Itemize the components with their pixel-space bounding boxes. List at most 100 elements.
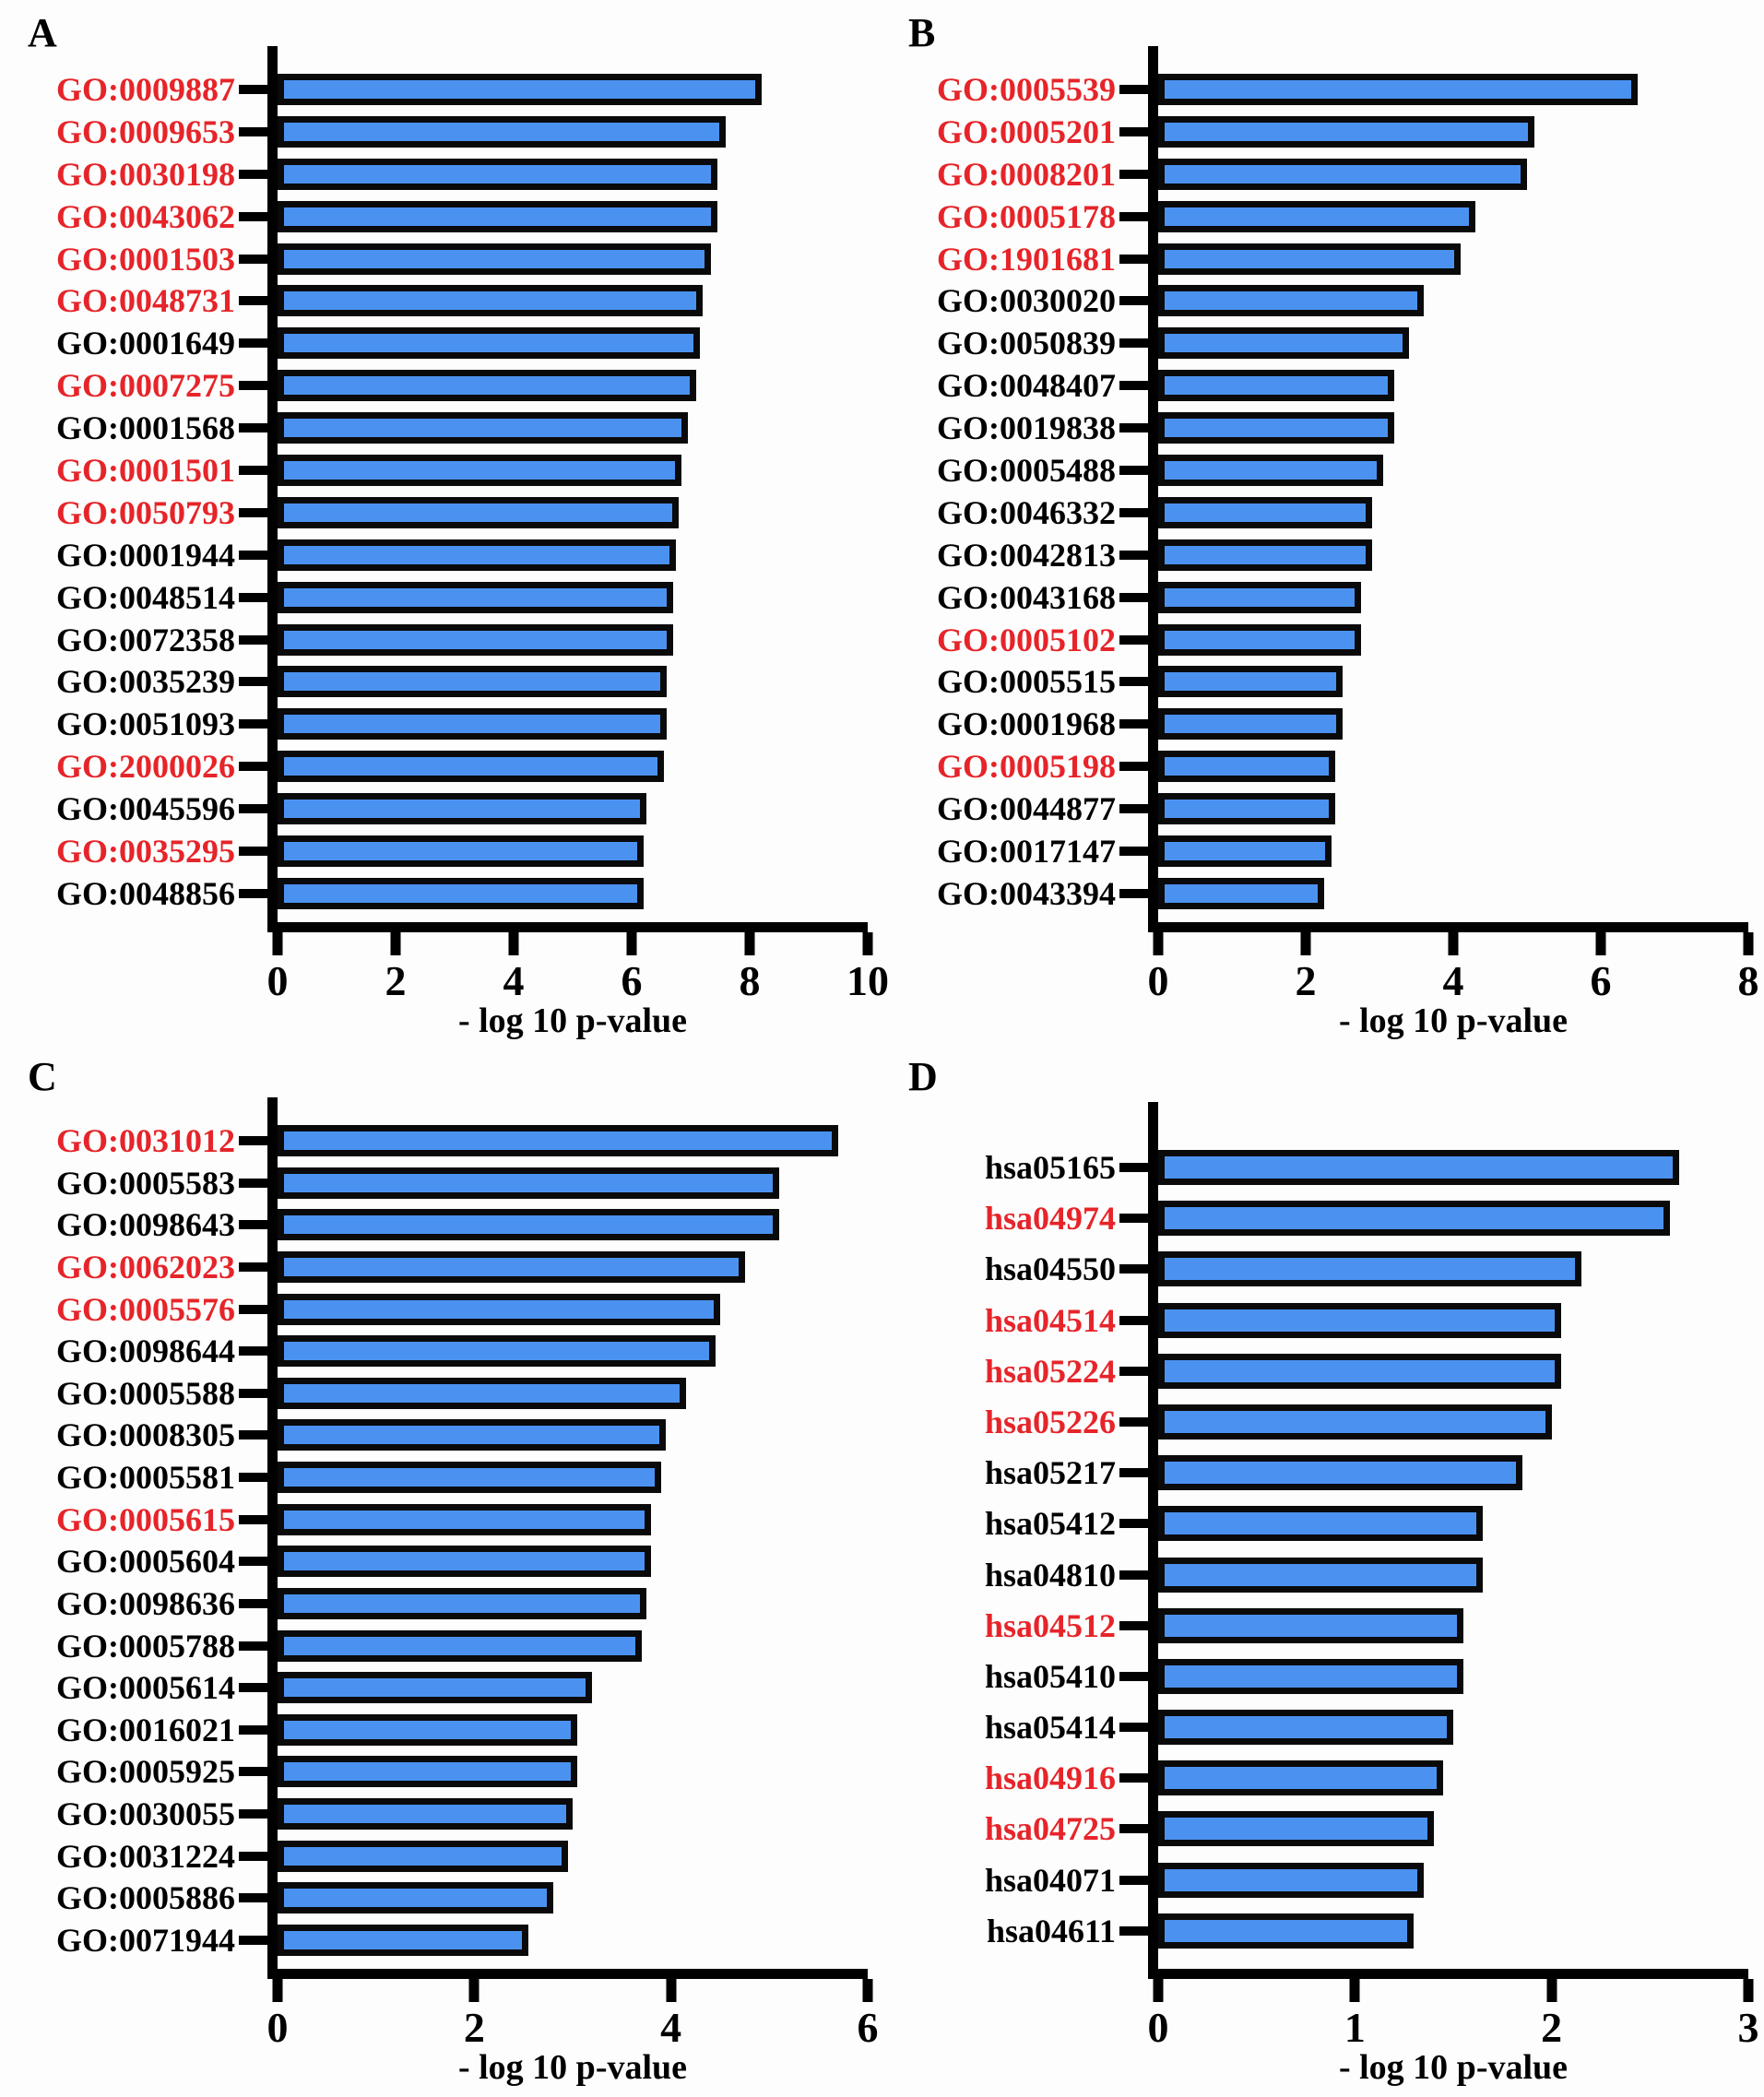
category-label: GO:0050793 (56, 493, 235, 531)
category-label: hsa04916 (984, 1759, 1116, 1797)
x-axis-ticks: 0 2 4 6 (267, 1979, 879, 2085)
y-tick-mark (239, 381, 278, 391)
bar-row: GO:0035239 (56, 665, 868, 698)
bar (278, 708, 668, 740)
y-tick-mark (239, 1346, 278, 1357)
bar (1158, 327, 1409, 360)
bar (278, 1125, 838, 1156)
x-tick-mark (1546, 1979, 1557, 2002)
bar (1158, 1658, 1463, 1694)
bar-row: hsa05165 (985, 1150, 1748, 1185)
category-label: GO:0005539 (937, 71, 1116, 108)
bar (278, 1546, 652, 1578)
category-label: GO:0071944 (56, 1921, 235, 1959)
x-tick-mark (508, 932, 519, 955)
category-label: hsa05412 (984, 1505, 1116, 1543)
bar-row: GO:0031224 (56, 1840, 868, 1873)
category-label: hsa04512 (984, 1606, 1116, 1644)
category-label: hsa04550 (984, 1250, 1116, 1288)
bar-row: GO:0050839 (937, 326, 1748, 360)
category-label: GO:0019838 (937, 409, 1116, 447)
x-tick-mark (862, 1979, 873, 2002)
x-axis-ticks: 0 2 4 6 8 (1148, 932, 1759, 1038)
y-tick-mark (1119, 254, 1158, 264)
category-label: GO:0005576 (56, 1290, 235, 1328)
y-tick-mark (1119, 847, 1158, 857)
y-tick-mark (239, 634, 278, 645)
y-tick-mark (1119, 423, 1158, 433)
y-tick-mark (1119, 1620, 1158, 1630)
panel-letter-a: A (28, 10, 57, 55)
category-label: GO:0001568 (56, 409, 235, 447)
category-label: GO:0005604 (56, 1543, 235, 1581)
bar-row: GO:0017147 (937, 835, 1748, 868)
bar-row: GO:0098636 (56, 1587, 868, 1620)
x-tick-label: 8 (1737, 957, 1759, 1004)
bar-row: GO:0048407 (937, 369, 1748, 402)
bar (1158, 1760, 1444, 1796)
category-label: GO:0005788 (56, 1627, 235, 1665)
y-tick-mark (239, 338, 278, 349)
y-tick-mark (239, 1893, 278, 1903)
y-tick-mark (1119, 762, 1158, 772)
bar-row: GO:0031012 (56, 1124, 868, 1157)
bar-row: GO:0035295 (56, 835, 868, 868)
bar (1158, 455, 1383, 487)
bar-row: hsa04916 (985, 1760, 1748, 1796)
bar (278, 327, 700, 360)
y-tick-mark (1119, 1570, 1158, 1580)
category-label: GO:0048407 (937, 367, 1116, 405)
y-tick-mark (239, 762, 278, 772)
x-tick-mark (1153, 932, 1164, 955)
bar (1158, 1506, 1483, 1542)
y-tick-mark (239, 1724, 278, 1735)
category-label: hsa05217 (984, 1454, 1116, 1492)
y-tick-mark (1119, 85, 1158, 94)
y-tick-mark (239, 1430, 278, 1440)
bar-row: GO:0045596 (56, 792, 868, 825)
bars-area: hsa05165 hsa04974 hsa04550 hsa04514 hsa05224… (985, 1102, 1748, 1969)
y-tick-mark (1119, 1366, 1158, 1376)
y-tick-mark (239, 126, 278, 136)
bar (278, 1167, 779, 1199)
y-tick-mark (239, 1557, 278, 1567)
bar-row: hsa04725 (985, 1811, 1748, 1847)
category-label: GO:0044877 (937, 790, 1116, 828)
x-tick-mark (744, 932, 755, 955)
bar-chart-a: GO:0009887 GO:0009653 GO:0030198 GO:0043062… (56, 46, 889, 1038)
bar (278, 496, 680, 528)
x-tick-mark (468, 1979, 479, 2002)
y-tick-mark (239, 296, 278, 306)
bar (278, 158, 717, 190)
bar (278, 1629, 642, 1662)
category-label: GO:0008305 (56, 1416, 235, 1454)
y-tick-mark (1119, 1519, 1158, 1529)
bar (1158, 1302, 1562, 1338)
bar (1158, 1710, 1453, 1746)
category-label: GO:0005583 (56, 1164, 235, 1202)
bar-row: GO:2000026 (56, 750, 868, 783)
bar-row: GO:0005515 (937, 665, 1748, 698)
x-tick-label: 6 (1590, 957, 1612, 1004)
bar-row: GO:0007275 (56, 369, 868, 402)
bar-row: GO:0005576 (56, 1293, 868, 1326)
y-tick-mark (239, 719, 278, 729)
y-tick-mark (1119, 381, 1158, 391)
bar (1158, 1862, 1424, 1898)
bar-row: hsa04514 (985, 1302, 1748, 1338)
y-tick-mark (239, 1767, 278, 1777)
category-label: GO:0030198 (56, 155, 235, 193)
y-tick-mark (1119, 1875, 1158, 1885)
category-label: hsa05224 (984, 1352, 1116, 1390)
category-label: GO:0005198 (937, 748, 1116, 786)
bar-row: GO:0001649 (56, 326, 868, 360)
bar (278, 835, 644, 868)
panel-letter-d: D (908, 1054, 938, 1099)
y-tick-mark (1119, 1214, 1158, 1224)
bar-row: GO:0001503 (56, 243, 868, 276)
y-tick-mark (1119, 888, 1158, 898)
bar-row: GO:0071944 (56, 1924, 868, 1957)
category-label: GO:0001968 (937, 705, 1116, 743)
bar-row: hsa05224 (985, 1353, 1748, 1389)
bar-row: hsa05217 (985, 1455, 1748, 1491)
